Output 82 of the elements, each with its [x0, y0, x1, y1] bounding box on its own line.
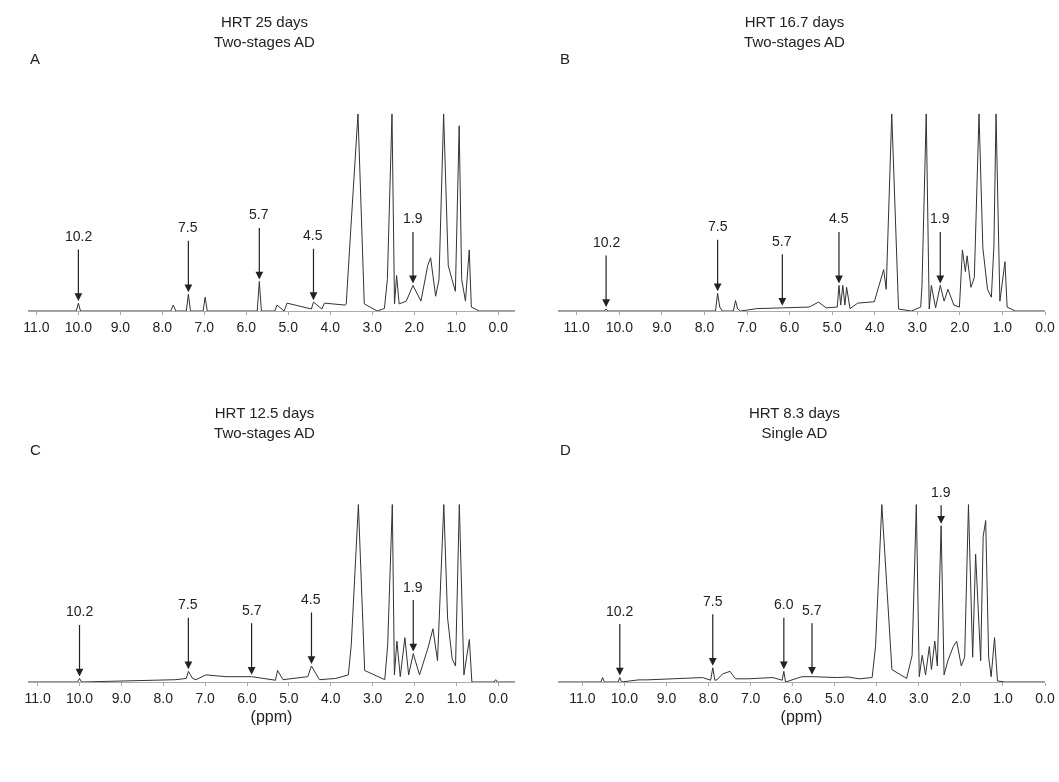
x-tick-label: 4.0	[321, 689, 341, 706]
annotation: 1.9	[403, 579, 423, 595]
x-axis-title: (ppm)	[250, 708, 293, 726]
x-tick-label: 3.0	[907, 318, 928, 335]
x-tick-label: 8.0	[698, 689, 719, 706]
annotation: 1.9	[403, 210, 423, 226]
text: C	[30, 441, 41, 458]
chart-subtitle: Two-stages AD	[214, 32, 316, 50]
x-tick-label: 9.0	[656, 689, 677, 706]
annotation: 5.7	[802, 602, 822, 618]
annotation: 5.7	[772, 233, 792, 249]
x-tick-label: 7.0	[737, 318, 757, 335]
chart-title: HRT 25 days	[221, 13, 308, 31]
x-tick-label: 10.0	[65, 689, 94, 706]
annotation: 7.5	[178, 219, 198, 235]
annotation: 1.9	[931, 484, 951, 500]
x-tick-label: 0.0	[488, 318, 509, 335]
x-tick-label: 7.0	[740, 689, 761, 706]
x-tick-label: 8.0	[152, 318, 173, 335]
annotation: 10.2	[593, 234, 621, 250]
x-tick-label: 10.0	[64, 318, 93, 335]
x-tick-label: 8.0	[694, 318, 715, 335]
annotation: 4.5	[829, 210, 849, 226]
x-tick-label: 9.0	[652, 318, 672, 335]
x-tick-label: 1.0	[446, 689, 467, 706]
annotation: 6.0	[774, 596, 794, 612]
x-tick-label: 3.0	[909, 689, 929, 706]
x-tick-label: 9.0	[111, 689, 132, 706]
x-tick-label: 7.0	[194, 318, 215, 335]
x-tick-label: 5.0	[278, 318, 299, 335]
x-tick-label: 1.0	[992, 318, 1013, 335]
x-tick-label: 11.0	[569, 689, 596, 706]
x-tick-label: 6.0	[236, 318, 257, 335]
x-tick-label: 10.0	[605, 318, 634, 335]
x-tick-label: 11.0	[24, 689, 51, 706]
x-tick-label: 4.0	[864, 318, 885, 335]
x-tick-label: 8.0	[153, 689, 174, 706]
x-tick-label: 3.0	[362, 689, 383, 706]
annotation: 10.2	[65, 228, 93, 244]
annotation: 7.5	[178, 596, 198, 612]
x-tick-label: 1.0	[446, 318, 467, 335]
x-tick-label: 4.0	[867, 689, 887, 706]
x-tick-label: 10.0	[610, 689, 639, 706]
x-tick-label: 5.0	[822, 318, 843, 335]
x-tick-label: 11.0	[563, 318, 591, 335]
x-axis-title: (ppm)	[780, 708, 823, 726]
x-tick-label: 5.0	[279, 689, 299, 706]
x-tick-label: 0.0	[488, 689, 509, 706]
x-tick-label: 2.0	[950, 318, 970, 335]
chart-title: HRT 8.3 days	[748, 404, 841, 422]
x-tick-label: 9.0	[110, 318, 131, 335]
chart-subtitle: Single AD	[761, 423, 828, 441]
text: D	[560, 441, 571, 458]
x-tick-label: 2.0	[404, 318, 425, 335]
x-tick-label: 3.0	[362, 318, 383, 335]
chart-subtitle: Two-stages AD	[744, 32, 846, 50]
chart-title: HRT 12.5 days	[214, 404, 315, 422]
x-tick-label: 2.0	[404, 689, 425, 706]
chart-subtitle: Two-stages AD	[214, 423, 316, 441]
x-tick-label: 6.0	[237, 689, 257, 706]
annotation: 10.2	[66, 603, 94, 619]
annotation: 5.7	[249, 206, 269, 222]
x-tick-label: 6.0	[779, 318, 800, 335]
x-tick-label: 0.0	[1035, 689, 1055, 706]
x-tick-label: 0.0	[1035, 318, 1055, 335]
x-tick-label: 4.0	[320, 318, 341, 335]
x-tick-label: 5.0	[824, 689, 845, 706]
annotation: 7.5	[703, 593, 723, 609]
x-tick-label: 6.0	[782, 689, 803, 706]
chart-title: HRT 16.7 days	[744, 13, 845, 31]
annotation: 7.5	[708, 218, 728, 234]
annotation: 4.5	[301, 591, 321, 607]
annotation: 4.5	[303, 227, 323, 243]
text: B	[560, 50, 571, 67]
x-tick-label: 1.0	[993, 689, 1013, 706]
annotation: 1.9	[930, 210, 950, 226]
x-tick-label: 2.0	[951, 689, 971, 706]
annotation: 10.2	[606, 603, 634, 619]
x-tick-label: 11.0	[23, 318, 50, 335]
text: A	[30, 50, 41, 67]
annotation: 5.7	[242, 602, 262, 618]
x-tick-label: 7.0	[195, 689, 216, 706]
